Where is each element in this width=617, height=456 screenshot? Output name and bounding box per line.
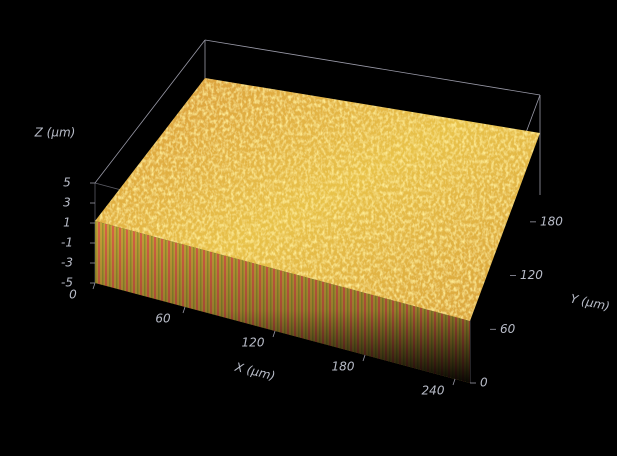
y-tick-label: 60 <box>500 322 516 336</box>
z-axis-label: Z (µm) <box>34 126 76 140</box>
z-tick-label: 5 <box>63 176 71 190</box>
y-tick-label: 120 <box>520 268 543 282</box>
x-tick-label: 240 <box>422 384 445 398</box>
z-tick-label: 1 <box>63 216 71 230</box>
x-tick-label: 0 <box>69 288 77 302</box>
z-tick-label: -5 <box>61 276 73 290</box>
z-tick-label: -3 <box>61 256 73 270</box>
z-tick-label: 3 <box>63 196 71 210</box>
y-tick-label: 180 <box>540 214 563 228</box>
x-tick-label: 60 <box>155 312 171 326</box>
x-tick-label: 180 <box>332 360 355 374</box>
x-tick-label: 120 <box>242 336 265 350</box>
chart: 060120180240060120180531-1-3-5 Z (µm) X … <box>0 0 617 456</box>
y-tick-label: 0 <box>480 376 488 390</box>
z-tick-label: -1 <box>61 236 73 250</box>
